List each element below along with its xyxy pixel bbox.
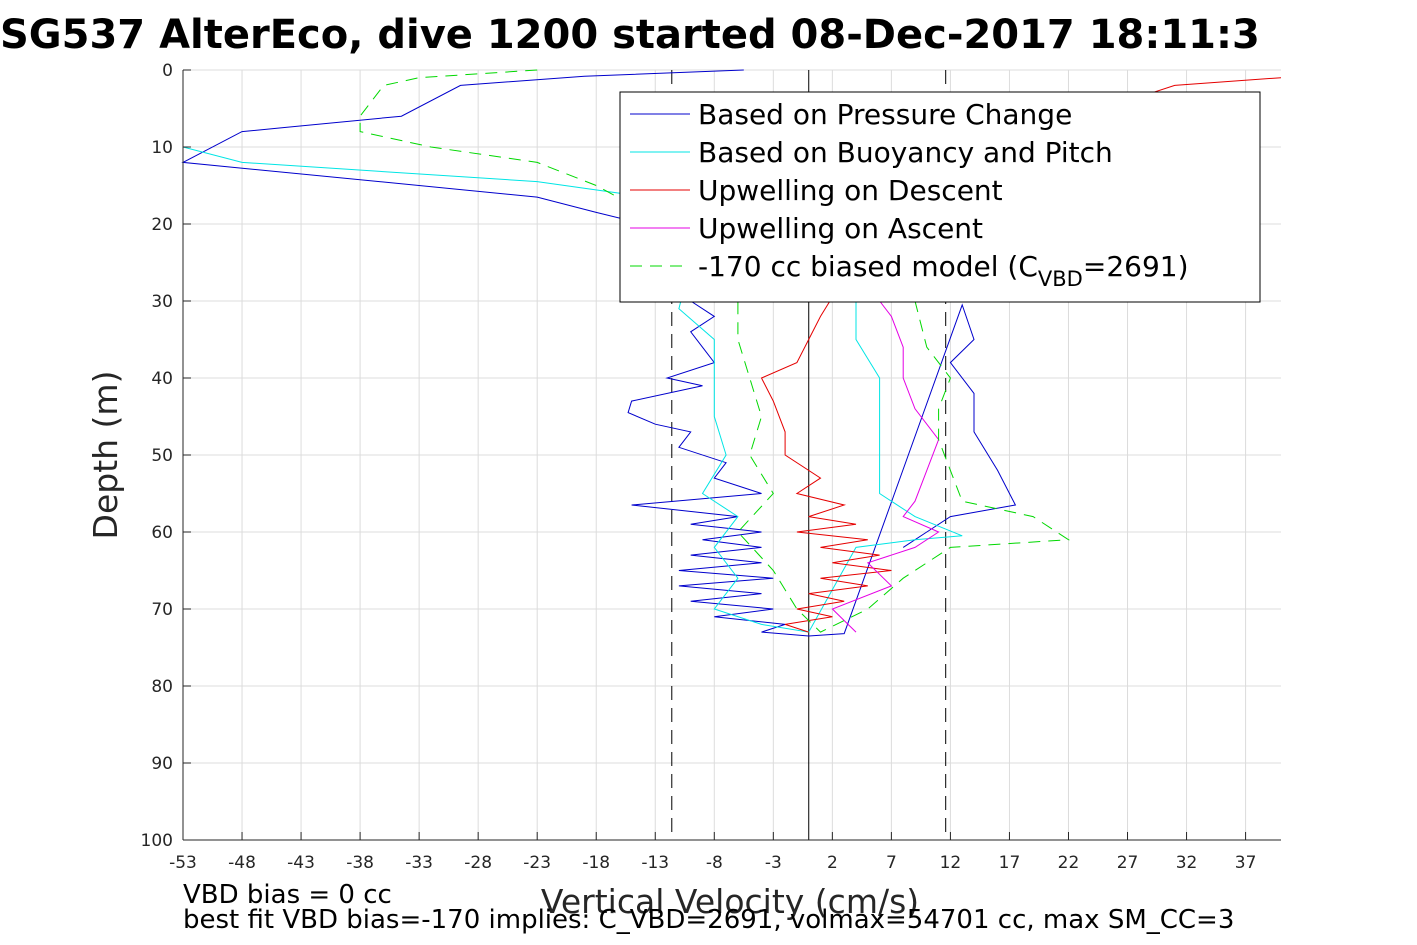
- x-tick-labels: -53 -48 -43 -38 -33 -28 -23 -18 -13 -8 -3 2 7 12 17 22 2…: [169, 832, 1256, 873]
- x-tick-label: -18: [582, 853, 610, 873]
- x-tick-label: -48: [228, 853, 256, 873]
- y-tick-label: 90: [151, 754, 173, 774]
- x-tick-label: 37: [1235, 853, 1257, 873]
- x-tick-label: -38: [346, 853, 374, 873]
- x-tick-label: 27: [1117, 853, 1139, 873]
- legend-label-1: Based on Pressure Change: [698, 98, 1072, 131]
- x-tick-label: -33: [405, 853, 433, 873]
- y-tick-label: 0: [162, 61, 173, 81]
- y-tick-label: 70: [151, 600, 173, 620]
- y-tick-label: 100: [141, 831, 173, 851]
- x-tick-label: -53: [169, 853, 197, 873]
- series-line-4: [831, 300, 940, 633]
- footnote-vbd-bias: VBD bias = 0 cc: [183, 880, 392, 910]
- chart-title: SG537 AlterEco, dive 1200 started 08-Dec…: [0, 12, 1260, 58]
- legend-label-3: Upwelling on Descent: [698, 174, 1003, 207]
- y-tick-label: 80: [151, 677, 173, 697]
- x-axis-label: Vertical Velocity (cm/s): [541, 882, 919, 921]
- y-axis-label: Depth (m): [86, 371, 125, 540]
- series-line-5: [359, 69, 1071, 633]
- y-tick-labels: 0 10 20 30 40 50 60 70 80 90 100: [141, 61, 191, 851]
- x-tick-label: -8: [706, 853, 723, 873]
- legend: Based on Pressure Change Based on Buoyanc…: [619, 91, 1261, 303]
- legend-label-4: Upwelling on Ascent: [698, 212, 983, 245]
- y-tick-label: 40: [151, 369, 173, 389]
- y-tick-label: 30: [151, 292, 173, 312]
- x-tick-label: 7: [886, 853, 897, 873]
- x-tick-label: -3: [765, 853, 782, 873]
- x-tick-label: 32: [1176, 853, 1198, 873]
- y-tick-label: 20: [151, 215, 173, 235]
- legend-label-2: Based on Buoyancy and Pitch: [698, 136, 1113, 169]
- y-tick-label: 60: [151, 523, 173, 543]
- x-tick-label: 2: [827, 853, 838, 873]
- legend-label-5: -170 cc biased model (CVBD=2691): [698, 250, 1189, 291]
- y-tick-label: 50: [151, 446, 173, 466]
- legend-entries: Based on Pressure Change Based on Buoyanc…: [630, 98, 1189, 291]
- x-tick-label: -28: [464, 853, 492, 873]
- x-tick-label: -13: [641, 853, 669, 873]
- x-tick-label: -23: [523, 853, 551, 873]
- y-tick-label: 10: [151, 138, 173, 158]
- x-tick-label: 12: [940, 853, 962, 873]
- x-tick-label: -43: [287, 853, 315, 873]
- x-tick-label: 22: [1058, 853, 1080, 873]
- footnote-best-fit: best fit VBD bias=-170 implies: C_VBD=26…: [183, 905, 1234, 935]
- legend-box: [619, 91, 1261, 303]
- x-tick-label: 17: [999, 853, 1021, 873]
